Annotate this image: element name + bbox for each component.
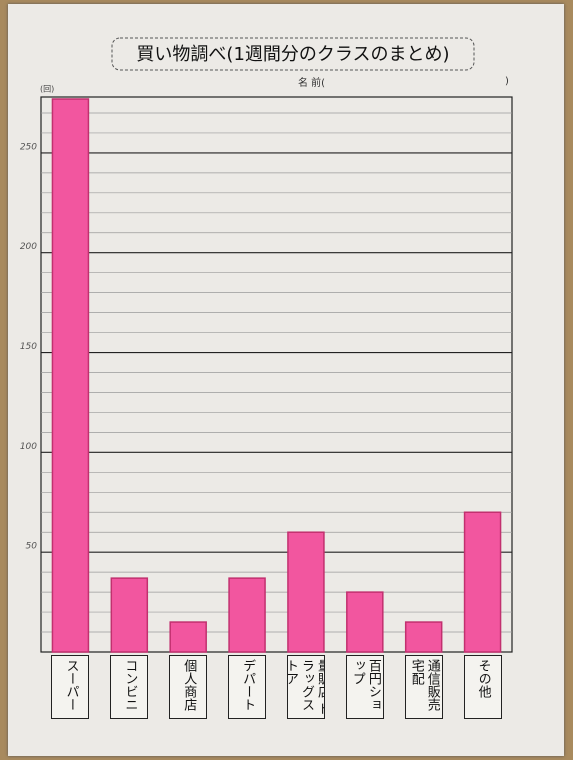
name-label-end: ) bbox=[505, 76, 509, 87]
name-label: 名 前( bbox=[298, 76, 325, 89]
bar bbox=[346, 591, 384, 653]
y-tick-label: 250 bbox=[20, 142, 37, 152]
title-box bbox=[111, 37, 475, 71]
bar bbox=[287, 531, 325, 653]
y-tick-label: 50 bbox=[26, 542, 38, 552]
x-tick-label: 百円ショップ bbox=[345, 655, 384, 719]
x-tick-label: コンビニ bbox=[110, 655, 149, 719]
x-tick-label: 量販店 ドラッグストア bbox=[286, 655, 325, 719]
x-tick-label: スーパー bbox=[51, 655, 90, 719]
y-tick-label: 100 bbox=[20, 442, 37, 452]
plot-frame bbox=[40, 96, 513, 653]
bar bbox=[404, 621, 443, 653]
x-tick-label: その他 bbox=[463, 655, 502, 719]
x-tick-label: 個人商店 bbox=[169, 655, 208, 719]
bar bbox=[463, 511, 502, 653]
x-tick-label: デパート bbox=[228, 655, 267, 719]
bar bbox=[169, 621, 207, 653]
x-tick-label: 通信販売 宅配 bbox=[404, 655, 443, 719]
bar bbox=[110, 577, 149, 653]
bar bbox=[228, 577, 266, 653]
y-tick-label: 150 bbox=[20, 342, 37, 352]
chart-title: 買い物調べ(1週間分のクラスのまとめ) bbox=[136, 44, 449, 65]
bar bbox=[51, 98, 90, 653]
y-tick-label: 200 bbox=[20, 242, 37, 252]
y-unit: (回) bbox=[40, 85, 54, 94]
